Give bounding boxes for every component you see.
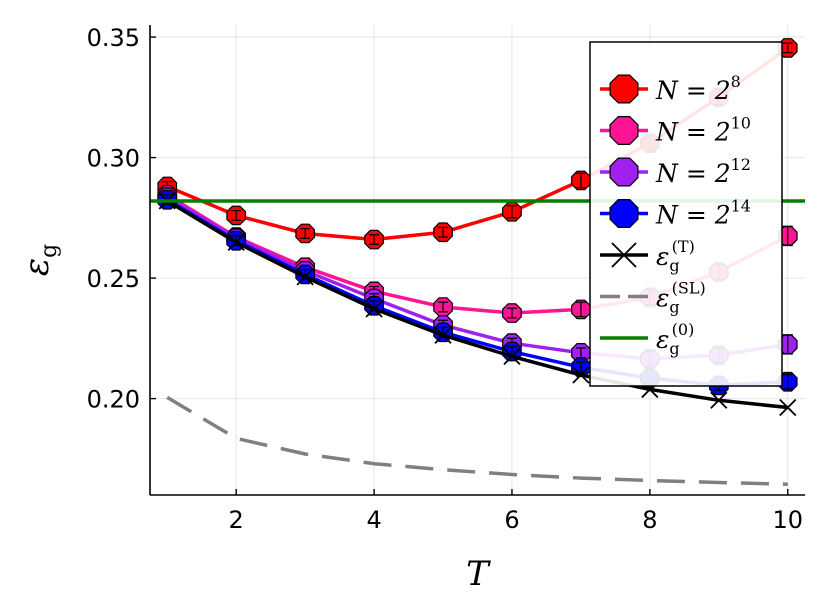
legend-marker xyxy=(611,242,637,268)
x-tick-label: 6 xyxy=(504,506,519,534)
axes: 2 4 6 8 10 0.20 0.25 0.30 0.35 Tεg xyxy=(17,24,805,594)
legend-marker xyxy=(609,74,639,104)
y-tick-label: 0.20 xyxy=(87,386,140,414)
data-point xyxy=(296,268,314,286)
data-point xyxy=(779,398,797,417)
y-tick-label: 0.30 xyxy=(87,145,140,173)
legend-entry-2: N = 212 xyxy=(600,155,751,188)
legend-label: N = 210 xyxy=(655,114,751,147)
data-point xyxy=(572,366,590,384)
x-tick-label: 2 xyxy=(229,506,244,534)
legend-label: N = 214 xyxy=(655,197,751,230)
legend-entry-4: εg(T) xyxy=(600,237,695,275)
legend-entry-3: N = 214 xyxy=(600,197,751,230)
legend-label: N = 212 xyxy=(655,155,751,188)
data-point xyxy=(710,391,728,409)
y-tick-label: 0.35 xyxy=(87,24,140,52)
legend-label: εg(SL) xyxy=(656,279,706,317)
data-point xyxy=(365,300,383,318)
legend-entry-0: N = 28 xyxy=(600,72,741,105)
legend-marker xyxy=(609,115,639,145)
series-line xyxy=(166,199,788,410)
data-point xyxy=(227,233,245,252)
legend-entry-5: εg(SL) xyxy=(600,279,706,317)
data-point xyxy=(503,347,521,366)
legend-marker xyxy=(609,157,639,187)
x-axis-label: T xyxy=(466,554,491,594)
legend: N = 28 N = 210 N = 212 N = 214 εg(T) εg(SL)εg… xyxy=(589,41,783,387)
legend-entry-1: N = 210 xyxy=(600,114,751,147)
legend-label: εg(0) xyxy=(656,320,694,358)
data-point xyxy=(434,326,452,344)
legend-marker xyxy=(609,199,639,228)
legend-entry-6: εg(0) xyxy=(600,320,694,358)
legend-label: N = 28 xyxy=(655,72,741,105)
legend-label: εg(T) xyxy=(656,237,695,275)
x-tick-label: 4 xyxy=(366,506,381,534)
x-tick-label: 8 xyxy=(642,506,657,534)
y-axis-label: εg xyxy=(17,244,62,276)
plot-area xyxy=(150,38,805,486)
series-5 xyxy=(166,395,788,486)
series-line xyxy=(166,395,788,486)
y-tick-label: 0.25 xyxy=(87,265,140,293)
x-tick-label: 10 xyxy=(772,506,803,534)
